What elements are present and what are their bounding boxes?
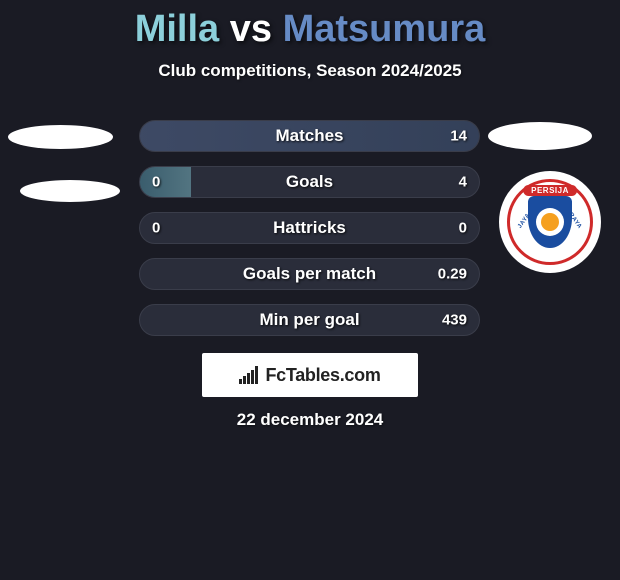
stat-label: Hattricks [273, 218, 346, 238]
stat-row: Goals per match 0.29 [139, 258, 480, 290]
player2-photo-placeholder [488, 122, 592, 150]
club-shield-icon [528, 196, 572, 248]
stat-row: Hattricks 0 0 [139, 212, 480, 244]
stat-label: Goals per match [243, 264, 376, 284]
stats-container: Matches 14 Goals 0 4 Hattricks 0 0 Goals per mat… [139, 120, 480, 350]
site-logo: FcTables.com [202, 353, 418, 397]
player2-club-logo: PERSIJA JAYA RAYA [499, 171, 601, 273]
date-text: 22 december 2024 [0, 410, 620, 430]
bar-left-fill [140, 167, 191, 197]
stat-value-right: 0 [459, 220, 467, 237]
vs-text: vs [230, 8, 272, 50]
stat-value-right: 0.29 [438, 266, 467, 283]
stat-label: Min per goal [259, 310, 359, 330]
page-title: Milla vs Matsumura [0, 0, 620, 51]
stat-value-right: 4 [459, 174, 467, 191]
stat-row: Matches 14 [139, 120, 480, 152]
stat-value-right: 439 [442, 312, 467, 329]
stat-label: Matches [275, 126, 343, 146]
stat-value-right: 14 [450, 128, 467, 145]
player2-name: Matsumura [283, 8, 486, 50]
site-logo-text: FcTables.com [265, 365, 380, 386]
player1-club-placeholder [20, 180, 120, 202]
player1-name: Milla [135, 8, 219, 50]
stat-value-left: 0 [152, 220, 160, 237]
subtitle: Club competitions, Season 2024/2025 [0, 61, 620, 81]
stat-label: Goals [286, 172, 333, 192]
stat-row: Goals 0 4 [139, 166, 480, 198]
stat-value-left: 0 [152, 174, 160, 191]
player1-photo-placeholder [8, 125, 113, 149]
stat-row: Min per goal 439 [139, 304, 480, 336]
club-name-text: PERSIJA [523, 185, 577, 196]
chart-bars-icon [239, 366, 261, 384]
